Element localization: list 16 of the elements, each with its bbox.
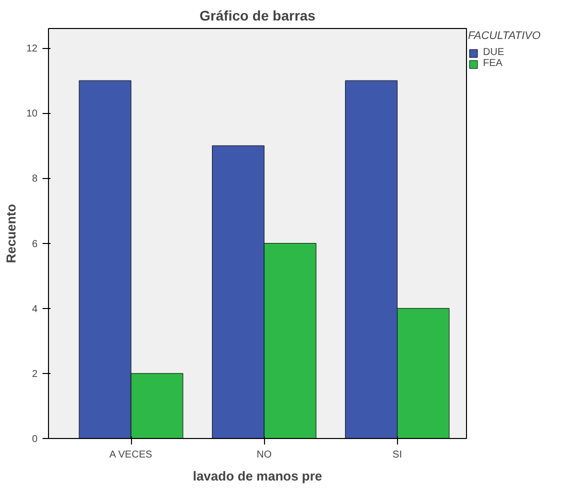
y-tick-label: 0 [32,434,38,445]
y-tick-label: 12 [26,44,38,55]
x-tick-label: SI [392,450,402,460]
legend-title: FACULTATIVO [468,30,541,42]
legend-label: FEA [483,58,503,69]
chart-title: Gráfico de barras [200,8,316,24]
y-tick-label: 6 [32,238,38,250]
y-tick-label: 10 [26,108,38,120]
x-axis-title: lavado de manos pre [192,468,322,484]
y-axis-title: Recuento [3,204,18,264]
legend-label: DUE [483,47,504,58]
y-tick-label: 4 [32,304,38,315]
y-tick-label: 2 [32,368,38,380]
x-tick-label: NO [256,450,272,460]
y-tick-label: 8 [32,174,38,185]
x-tick-label: A VECES [109,450,152,460]
